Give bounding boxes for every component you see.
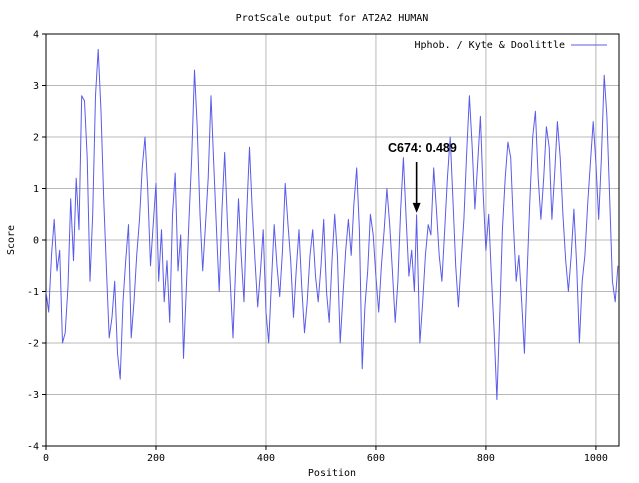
x-tick-label: 200 xyxy=(147,453,165,464)
y-axis-label: Score xyxy=(6,225,17,255)
annotation-arrow-head xyxy=(412,202,421,213)
y-tick-label: -3 xyxy=(27,390,39,401)
series-line xyxy=(45,48,619,401)
annotation-label: C674: 0.489 xyxy=(388,141,457,155)
x-tick-label: 0 xyxy=(43,453,49,464)
legend: Hphob. / Kyte & Doolittle xyxy=(414,40,607,51)
annotation: C674: 0.489 xyxy=(388,141,457,213)
x-tick-label: 600 xyxy=(367,453,385,464)
y-tick-label: -2 xyxy=(27,339,39,350)
x-axis-label: Position xyxy=(308,468,356,479)
y-tick-label: -1 xyxy=(27,287,39,298)
y-tick-label: -4 xyxy=(27,442,39,453)
y-tick-label: 4 xyxy=(33,30,39,41)
chart-title: ProtScale output for AT2A2 HUMAN xyxy=(236,13,429,24)
y-tick-label: 0 xyxy=(33,236,39,247)
x-tick-label: 1000 xyxy=(584,453,608,464)
y-ticks: -4 -3 -2 -1 0 1 2 3 4 xyxy=(27,30,46,453)
y-tick-label: 3 xyxy=(33,81,39,92)
x-tick-label: 800 xyxy=(477,453,495,464)
grid-lines xyxy=(46,34,619,446)
x-tick-label: 400 xyxy=(257,453,275,464)
legend-label: Hphob. / Kyte & Doolittle xyxy=(414,40,565,51)
y-tick-label: 2 xyxy=(33,133,39,144)
data-series xyxy=(45,48,619,401)
x-ticks: 0 200 400 600 800 1000 xyxy=(43,446,608,464)
y-tick-label: 1 xyxy=(33,184,39,195)
